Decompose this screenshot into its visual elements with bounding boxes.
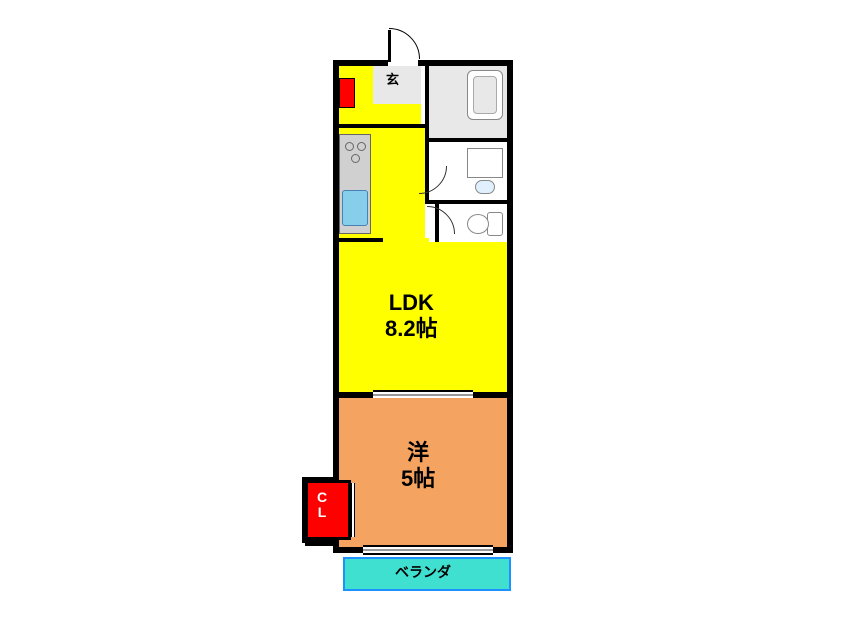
balcony-label: ベランダ: [395, 564, 451, 581]
bedroom-window-line: [363, 549, 493, 551]
floorplan-container: 玄 LDK 8.2帖 洋 5帖 C L: [313, 30, 533, 605]
wall-outer-right: [507, 60, 513, 550]
wall-closet-bottom: [305, 540, 335, 546]
ldk-label: LDK 8.2帖: [385, 290, 438, 343]
closet: [305, 480, 351, 540]
stove-burner-1: [345, 142, 354, 151]
entrance-label: 玄: [386, 72, 399, 88]
vanity-sink: [475, 180, 495, 194]
wall-closet-top: [305, 477, 335, 483]
closet-label: C L: [317, 490, 327, 521]
stove-burner-3: [351, 154, 360, 163]
entry-door-leaf: [388, 30, 391, 62]
stove-burner-2: [357, 142, 366, 151]
vanity: [467, 148, 503, 178]
sliding-door-line: [373, 394, 473, 396]
hallway: [373, 128, 425, 238]
bathtub-inner: [473, 76, 497, 114]
toilet-tank: [487, 212, 503, 236]
closet-door: [351, 483, 355, 537]
toilet-bowl: [467, 214, 489, 234]
kitchen-sink: [342, 190, 368, 226]
bedroom-label: 洋 5帖: [401, 440, 435, 493]
wall-closet-left: [302, 477, 308, 543]
ldk-fill-upper: [383, 238, 429, 252]
storage-box: [339, 78, 355, 108]
